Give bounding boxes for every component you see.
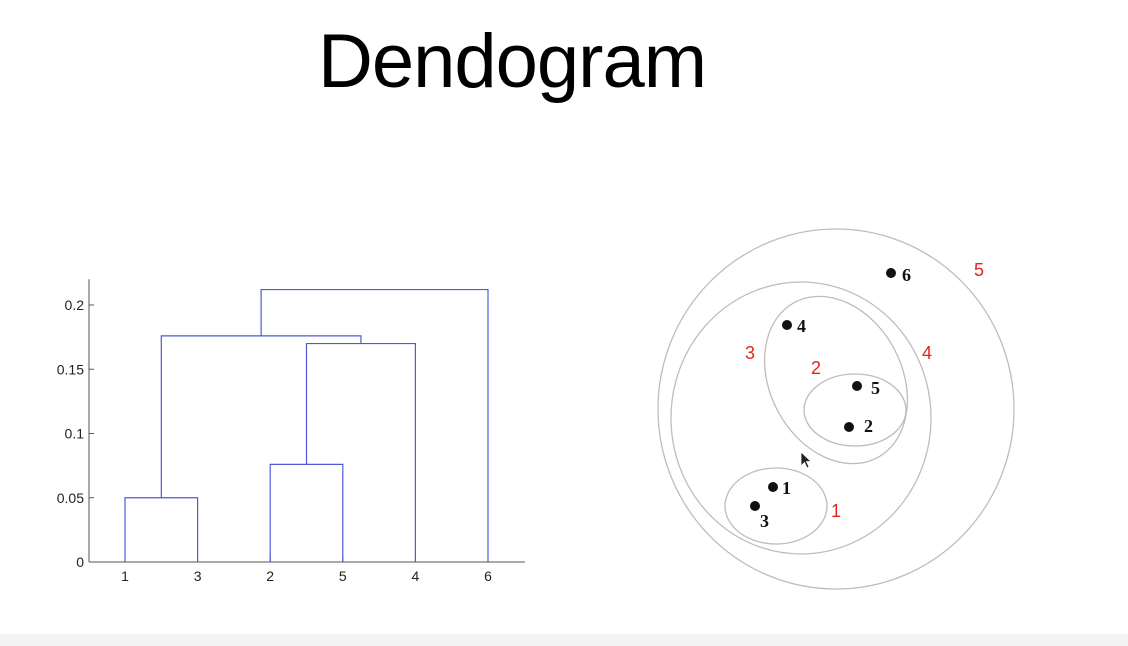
- y-tick-label: 0.15: [57, 361, 84, 377]
- point-3-label: 3: [760, 511, 769, 531]
- dendrogram-tick-labels: 0 0.05 0.1 0.15 0.2 1 3 2 5 4 6: [57, 297, 492, 584]
- dendrogram-link-m1: [125, 498, 198, 562]
- point-4-dot: [782, 320, 792, 330]
- cluster-label-3: 3: [745, 343, 755, 363]
- dendrogram-chart: 0 0.05 0.1 0.15 0.2 1 3 2 5 4 6: [0, 0, 560, 620]
- point-3-dot: [750, 501, 760, 511]
- cluster-label-5: 5: [974, 260, 984, 280]
- y-tick-label: 0.05: [57, 490, 84, 506]
- cluster-label-1: 1: [831, 501, 841, 521]
- dendrogram-links: [125, 290, 488, 562]
- y-tick-label: 0.1: [65, 426, 85, 442]
- point-1-label: 1: [782, 478, 791, 498]
- point-4-label: 4: [797, 316, 806, 336]
- x-tick-label: 1: [121, 568, 129, 584]
- point-2-dot: [844, 422, 854, 432]
- point-1-dot: [768, 482, 778, 492]
- cluster-ring-1: [725, 468, 827, 544]
- x-tick-label: 3: [194, 568, 202, 584]
- point-5-label: 5: [871, 378, 880, 398]
- cluster-ring-3: [736, 271, 935, 488]
- footer-band: [0, 634, 1128, 646]
- dendrogram-link-m5: [261, 290, 488, 562]
- point-2-label: 2: [864, 416, 873, 436]
- x-tick-label: 2: [266, 568, 274, 584]
- mouse-cursor-icon: [801, 452, 811, 468]
- y-tick-label: 0.2: [65, 297, 85, 313]
- dendrogram-link-m2: [270, 464, 343, 562]
- dendrogram-link-m4: [161, 336, 361, 498]
- y-tick-label: 0: [76, 554, 84, 570]
- x-tick-label: 4: [412, 568, 420, 584]
- point-6-label: 6: [902, 265, 911, 285]
- point-6-dot: [886, 268, 896, 278]
- cluster-label-2: 2: [811, 358, 821, 378]
- cluster-ring-5: [658, 229, 1014, 589]
- cluster-label-4: 4: [922, 343, 932, 363]
- x-tick-label: 6: [484, 568, 492, 584]
- point-5-dot: [852, 381, 862, 391]
- dendrogram-link-m3: [307, 344, 416, 562]
- cluster-ring-4: [671, 282, 931, 554]
- cluster-ring-2: [804, 374, 906, 446]
- x-tick-label: 5: [339, 568, 347, 584]
